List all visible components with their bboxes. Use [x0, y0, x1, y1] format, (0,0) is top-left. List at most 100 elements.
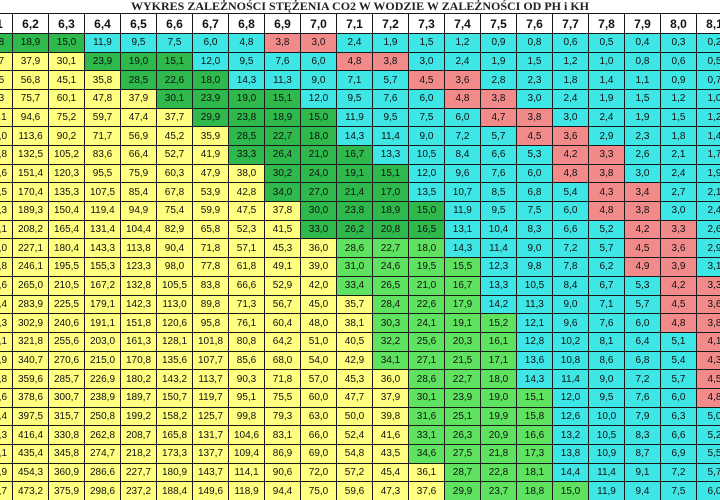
table-cell: 76,1 — [228, 313, 265, 333]
column-header: 7,3 — [408, 13, 445, 34]
table-cell: 30,1 — [408, 387, 445, 408]
table-cell: 3,8 — [624, 201, 661, 221]
table-cell: 22,8 — [480, 462, 517, 483]
table-cell: 375,9 — [48, 481, 85, 500]
table-cell: 15,1 — [156, 51, 193, 72]
table-cell: 189,3 — [12, 201, 49, 221]
table-cell: 75,4 — [156, 201, 193, 221]
table-cell: 143,3 — [84, 238, 121, 259]
table-cell: 3,0 — [660, 201, 697, 221]
table-cell: 21,0 — [300, 145, 337, 165]
table-cell: 12,8 — [516, 331, 553, 352]
table-cell: 6,0 — [516, 163, 553, 184]
table-cell: 1,5 — [660, 107, 697, 128]
table-cell: 9,5 — [588, 387, 625, 408]
table-cell: 378,6 — [12, 387, 49, 408]
table-cell: 19,9 — [480, 406, 517, 427]
table-cell: 1,0 — [588, 51, 625, 72]
table-cell: 52,3 — [228, 219, 265, 240]
table-cell: 27,5 — [444, 443, 481, 464]
table-cell: 1,7 — [696, 145, 720, 165]
table-cell: 17,3 — [516, 443, 553, 464]
table-cell: 15,1 — [264, 89, 301, 109]
table-cell: 11,3 — [264, 70, 301, 91]
table-cell: 0,6 — [660, 51, 697, 72]
table-cell: 5,7 — [480, 126, 517, 147]
table-cell: 9,0 — [588, 369, 625, 389]
table-cell: 85,4 — [120, 182, 157, 203]
table-cell: 165,8 — [156, 425, 193, 445]
table-cell: 227,1 — [12, 238, 49, 259]
table-cell: 473,2 — [12, 481, 49, 500]
table-cell: 15,0 — [48, 33, 85, 53]
table-cell: 118,9 — [228, 481, 265, 500]
table-cell: 3,8 — [516, 107, 553, 128]
table-cell: 19,1 — [444, 313, 481, 333]
table-cell: 189,7 — [120, 387, 157, 408]
table-cell: 13,6 — [516, 350, 553, 371]
table-cell: 45,3 — [264, 238, 301, 259]
table-cell: 1,9 — [480, 51, 517, 72]
table-cell: 13,1 — [444, 219, 481, 240]
table-cell: 10,0 — [588, 406, 625, 427]
table-cell: 12,1 — [516, 313, 553, 333]
table-cell: 215,0 — [84, 350, 121, 371]
table-cell: 170,8 — [120, 350, 157, 371]
table-cell: 45,0 — [300, 294, 337, 315]
table-cell: 86,9 — [264, 443, 301, 464]
table-cell: 20,8 — [372, 219, 409, 240]
table-cell: 208,2 — [12, 219, 49, 240]
table-cell: 23,8 — [228, 107, 265, 128]
table-cell: 57,2 — [336, 462, 373, 483]
table-cell: 4,5 — [696, 369, 720, 389]
table-cell: 6,9 — [660, 443, 697, 464]
table-cell: 25,1 — [444, 406, 481, 427]
table-cell: 4,2 — [624, 219, 661, 240]
table-cell: 9,0 — [408, 126, 445, 147]
table-cell: 61,8 — [228, 257, 265, 277]
table-cell: 16,7 — [444, 275, 481, 296]
table-cell: 9,5 — [372, 107, 409, 128]
table-cell: 18,1 — [516, 462, 553, 483]
table-cell: 13,5 — [408, 182, 445, 203]
table-cell: 7,2 — [444, 126, 481, 147]
table-cell: 10,9 — [588, 443, 625, 464]
table-cell: 9,5 — [228, 51, 265, 72]
column-header: 7,6 — [516, 13, 553, 34]
table-cell: 11,4 — [552, 369, 589, 389]
table-cell: 18,9 — [12, 33, 49, 53]
table-cell: 17,1 — [480, 350, 517, 371]
table-cell: 52,9 — [264, 275, 301, 296]
table-cell: 11,4 — [372, 126, 409, 147]
table-cell: 95,5 — [84, 163, 121, 184]
table-cell: 7,5 — [660, 481, 697, 500]
table-cell: 77,8 — [192, 257, 229, 277]
table-cell: 28,6 — [336, 238, 373, 259]
table-cell: 19,0 — [120, 51, 157, 72]
table-cell: 3,8 — [588, 163, 625, 184]
table-cell: 151,8 — [120, 313, 157, 333]
table-cell: 5,7 — [624, 294, 661, 315]
table-cell: 45,4 — [372, 462, 409, 483]
table-cell: 4,5 — [660, 294, 697, 315]
table-cell: 4,5 — [516, 126, 553, 147]
table-cell: 24,0 — [300, 163, 337, 184]
table-cell: 270,6 — [48, 350, 85, 371]
table-cell: 83,8 — [192, 275, 229, 296]
table-cell: 6,0 — [552, 201, 589, 221]
table-cell: 29,9 — [444, 481, 481, 500]
table-cell: 2,4 — [588, 107, 625, 128]
table-cell: 6,0 — [444, 107, 481, 128]
table-cell: 315,7 — [48, 406, 85, 427]
table-cell: 0,4 — [624, 33, 661, 53]
table-cell: 113,6 — [12, 126, 49, 147]
table-cell: 5,4 — [552, 182, 589, 203]
column-header: 7,2 — [372, 13, 409, 34]
table-cell: 151,4 — [12, 163, 49, 184]
table-cell: 59,7 — [84, 107, 121, 128]
table-cell: 330,8 — [48, 425, 85, 445]
table-cell: 5,2 — [696, 425, 720, 445]
table-cell: 135,3 — [48, 182, 85, 203]
table-cell: 23,9 — [192, 89, 229, 109]
